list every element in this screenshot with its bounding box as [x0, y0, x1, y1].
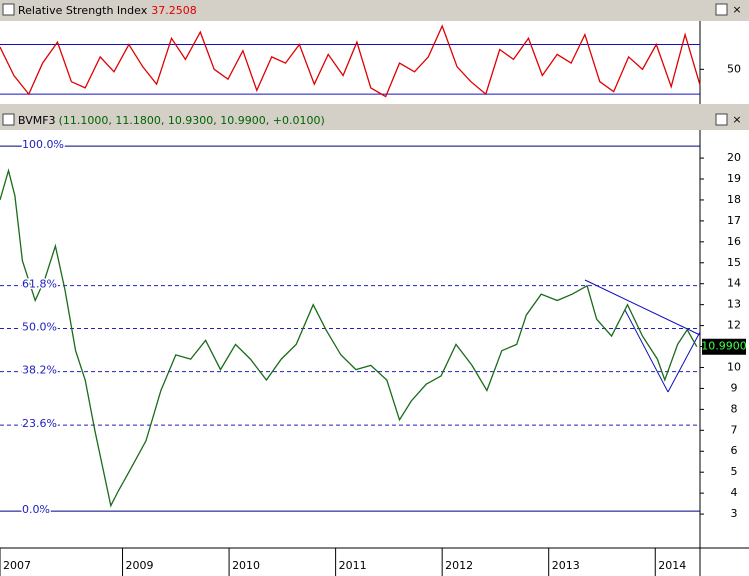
panel-icon: [2, 113, 15, 126]
trendline: [584, 279, 701, 336]
y-tick-label: 19: [727, 172, 741, 185]
panel-icon: [2, 3, 15, 16]
y-tick-label: 50: [727, 62, 741, 75]
y-tick-label: 16: [727, 235, 741, 248]
panel-value: 37.2508: [151, 4, 197, 17]
x-tick-label: 2009: [126, 559, 154, 572]
fib-label: 61.8%: [22, 278, 57, 291]
maximize-button[interactable]: [715, 3, 728, 16]
fib-label: 100.0%: [22, 138, 64, 151]
y-tick-label: 12: [727, 319, 741, 332]
panel-quote: (11.1000, 11.1800, 10.9300, 10.9900, +0.…: [59, 114, 325, 127]
fib-label: 50.0%: [22, 321, 57, 334]
series-line: [0, 168, 698, 508]
x-tick-label: 2013: [552, 559, 580, 572]
maximize-button[interactable]: [715, 113, 728, 126]
panel-title: Relative Strength Index: [18, 4, 148, 17]
y-tick-label: 9: [731, 381, 738, 394]
panel-title: BVMF3: [18, 114, 56, 127]
y-tick-label: 17: [727, 214, 741, 227]
y-tick-label: 3: [731, 507, 738, 520]
last-price-label: 10.9900: [701, 340, 747, 353]
y-tick-label: 7: [731, 423, 738, 436]
x-tick-label: 2011: [339, 559, 367, 572]
x-axis-area: [0, 548, 749, 576]
close-button[interactable]: ×: [732, 113, 741, 126]
x-tick-label: 2012: [445, 559, 473, 572]
y-tick-label: 13: [727, 298, 741, 311]
y-tick-label: 4: [731, 486, 738, 499]
fib-label: 23.6%: [22, 417, 57, 430]
y-tick-label: 14: [727, 277, 741, 290]
rsi-axis: [700, 21, 749, 104]
price-plot: [0, 130, 700, 548]
y-tick-label: 20: [727, 151, 741, 164]
rsi-plot: [0, 21, 700, 104]
last-price-box: [702, 338, 746, 355]
y-tick-label: 6: [731, 444, 738, 457]
y-tick-label: 5: [731, 465, 738, 478]
price-header: BVMF3 (11.1000, 11.1800, 10.9300, 10.990…: [2, 113, 742, 127]
close-button[interactable]: ×: [732, 3, 741, 16]
y-tick-label: 15: [727, 256, 741, 269]
fib-label: 38.2%: [22, 364, 57, 377]
fib-label: 0.0%: [22, 503, 50, 516]
y-tick-label: 8: [731, 402, 738, 415]
y-tick-label: 18: [727, 193, 741, 206]
y-tick-label: 10: [727, 360, 741, 373]
x-tick-label: 2007: [3, 559, 31, 572]
trendline: [624, 309, 669, 393]
rsi-header: Relative Strength Index 37.2508 ×: [2, 3, 742, 17]
x-tick-label: 2014: [658, 559, 686, 572]
x-tick-label: 2010: [232, 559, 260, 572]
series-line: [0, 24, 701, 98]
